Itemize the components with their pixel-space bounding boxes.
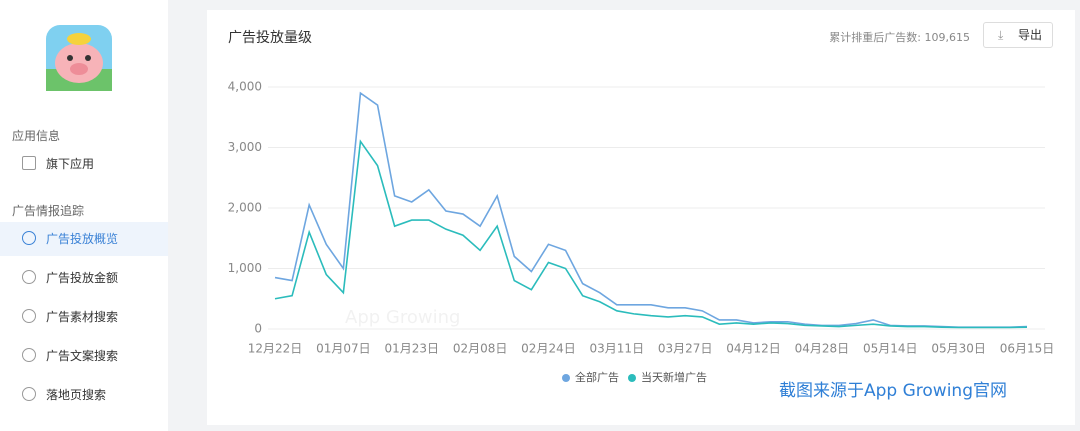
total-count: 累计排重后广告数: 109,615 [829,31,970,44]
sidebar: 应用信息 旗下应用 广告情报追踪 广告投放概览 广告投放金额 广告素材搜索 广告文案搜… [0,0,168,431]
nav-item[interactable]: 旗下应用 [0,147,168,181]
nav-text: 旗下应用 [46,157,95,171]
nav-text: 落地页搜索 [46,388,107,402]
card: 广告投放量级 累计排重后广告数: 109,615 ⤓ 导出 截图来源于App Gr… [207,10,1075,425]
nav-icon [22,387,36,401]
nav-icon [22,270,36,284]
nav-item[interactable]: 广告素材搜索 [0,300,168,334]
card-title: 广告投放量级 [228,30,312,46]
watermark: 截图来源于App Growing官网 [779,381,1007,401]
nav-text: 广告素材搜索 [46,310,119,324]
section-label: 应用信息 [12,129,61,143]
nav-item[interactable]: 落地页搜索 [0,378,168,412]
export-text: 导出 [1018,28,1043,42]
nav-text: 广告投放概览 [46,232,119,246]
nav-icon [22,309,36,323]
nav-item[interactable]: 广告投放金额 [0,261,168,295]
section-label: 广告情报追踪 [12,204,85,218]
nav-item[interactable]: 广告投放概览 [0,222,168,256]
nav-text: 广告投放金额 [46,271,119,285]
nav-item[interactable]: 广告文案搜索 [0,339,168,373]
nav-icon [22,231,36,245]
nav-text: 广告文案搜索 [46,349,119,363]
app-icon[interactable] [46,25,112,91]
export-button[interactable]: ⤓ 导出 [983,22,1053,48]
nav-icon [22,348,36,362]
